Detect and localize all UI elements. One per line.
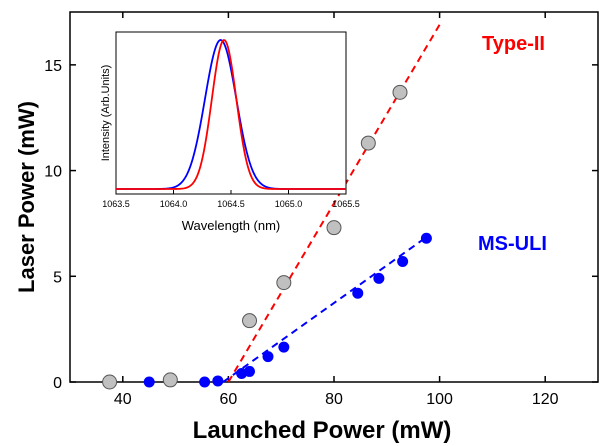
inset-x-tick-label: 1063.5 xyxy=(102,199,130,209)
inset-x-tick-label: 1064.5 xyxy=(217,199,245,209)
y-tick-label: 15 xyxy=(44,58,62,75)
inset-x-tick-label: 1065.5 xyxy=(332,199,360,209)
type-ii-point xyxy=(326,220,342,236)
ms-uli-fit-line xyxy=(222,236,427,383)
x-tick-label: 60 xyxy=(220,391,238,408)
type-ii-point xyxy=(242,313,258,329)
ms-uli-point xyxy=(199,376,211,388)
ms-uli-point xyxy=(244,365,256,377)
y-tick-label: 10 xyxy=(44,164,62,181)
x-tick-label: 120 xyxy=(532,391,559,408)
x-tick-label: 100 xyxy=(426,391,453,408)
x-axis-title: Launched Power (mW) xyxy=(193,417,452,444)
inset-axis-ticks: 1063.5 1064.0 1064.5 1065.0 1065.5 xyxy=(102,190,360,209)
y-axis-title: Laser Power (mW) xyxy=(14,101,39,293)
inset-x-tick-label: 1064.0 xyxy=(160,199,188,209)
series-label-ms-uli: MS-ULI xyxy=(478,233,547,255)
main-axis-ticks: 40 60 80 100 120 0 5 10 15 xyxy=(44,12,598,408)
type-ii-point xyxy=(392,84,408,100)
ms-uli-point xyxy=(262,351,274,363)
red-spectrum-curve xyxy=(116,39,346,190)
x-tick-label: 80 xyxy=(325,391,343,408)
type-ii-point xyxy=(102,374,118,390)
ms-uli-point xyxy=(397,255,409,267)
fit-lines xyxy=(222,24,441,383)
ms-uli-point xyxy=(143,376,155,388)
inset-plot-frame xyxy=(115,31,347,195)
x-tick-label: 40 xyxy=(114,391,132,408)
ms-uli-point xyxy=(278,341,290,353)
type-ii-point xyxy=(360,135,376,151)
type-ii-point xyxy=(162,372,178,388)
ms-uli-point xyxy=(212,375,224,387)
inset-spectra xyxy=(116,39,346,190)
ms-uli-point xyxy=(420,232,432,244)
y-tick-label: 5 xyxy=(53,269,62,286)
inset-x-axis-title: Wavelength (nm) xyxy=(182,218,281,233)
inset-x-tick-label: 1065.0 xyxy=(275,199,303,209)
y-tick-label: 0 xyxy=(53,375,62,392)
inset-y-axis-title: Intensity (Arb.Units) xyxy=(100,65,112,162)
type-ii-point xyxy=(276,275,292,291)
ms-uli-point xyxy=(352,287,364,299)
data-points xyxy=(102,84,432,390)
series-label-type-ii: Type-II xyxy=(482,33,545,55)
type-ii-fit-line xyxy=(227,24,441,383)
ms-uli-point xyxy=(373,272,385,284)
